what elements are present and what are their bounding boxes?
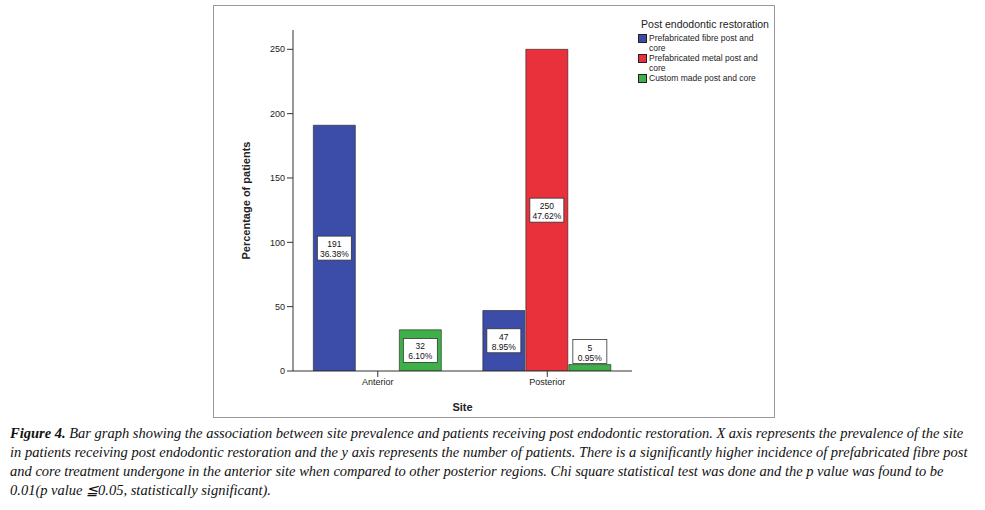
html-text:Prefabricated metal post and c: Prefabricated metal post and core [649,53,758,73]
svg-text:250: 250 [540,201,554,211]
svg-text:Anterior: Anterior [362,377,394,387]
svg-text:6.10%: 6.10% [408,351,433,361]
html-text:Custom made post and core: Custom made post and core [649,73,756,83]
svg-text:47.62%: 47.62% [532,211,561,221]
svg-text:47: 47 [499,332,509,342]
svg-text:191: 191 [327,239,341,249]
svg-text:0: 0 [280,366,285,376]
html-text:Figure 4. Bar graph showing th: Figure 4. Bar graph showing the associat… [10,425,968,498]
svg-text:5: 5 [587,343,592,353]
svg-text:36.38%: 36.38% [320,249,349,259]
svg-text:0.95%: 0.95% [578,353,603,363]
svg-text:Posterior: Posterior [529,377,565,387]
svg-text:8.95%: 8.95% [492,342,517,352]
svg-text:Percentage of patients: Percentage of patients [240,142,252,260]
svg-text:100: 100 [270,238,285,248]
svg-text:Site: Site [452,401,472,413]
svg-text:50: 50 [275,302,285,312]
html-text:Prefabricated fibre post and c: Prefabricated fibre post and core [649,33,754,53]
svg-text:150: 150 [270,173,285,183]
svg-text:250: 250 [270,44,285,54]
svg-text:32: 32 [416,341,426,351]
svg-text:200: 200 [270,109,285,119]
html-text:Post endodontic restoration: Post endodontic restoration [641,18,769,30]
